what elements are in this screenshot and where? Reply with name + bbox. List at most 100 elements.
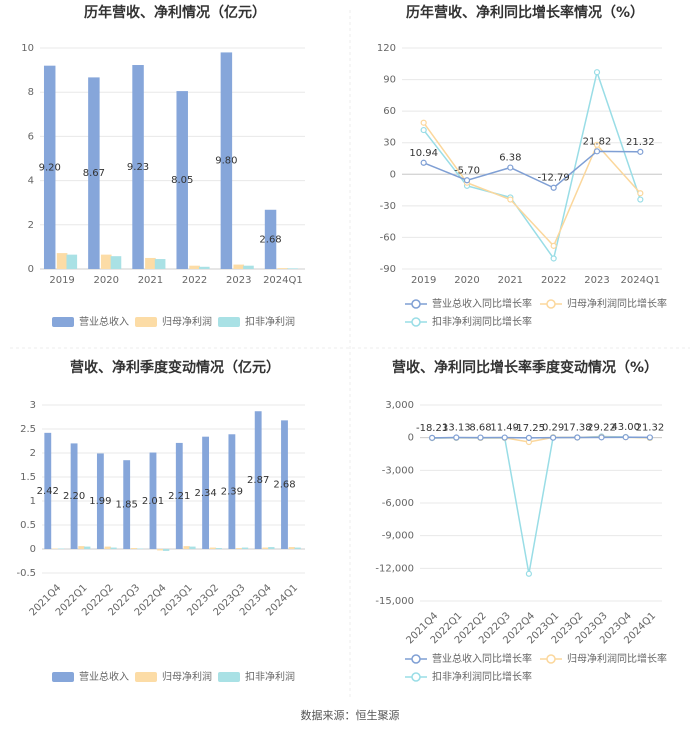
value-label: 17.38	[563, 422, 592, 433]
value-label: 21.82	[583, 136, 612, 147]
point	[525, 570, 532, 577]
bar	[183, 546, 190, 549]
bar	[281, 420, 288, 549]
y-tick-label: -15,000	[375, 596, 414, 607]
bar	[209, 547, 217, 549]
value-label: 8.05	[171, 175, 193, 186]
line	[432, 436, 650, 439]
point	[507, 164, 514, 171]
y-tick-label: 2.5	[20, 424, 36, 435]
y-tick-label: 0.5	[20, 520, 36, 531]
value-label: 2.87	[247, 475, 269, 486]
legend-swatch	[546, 299, 556, 309]
bar	[277, 268, 289, 269]
x-tick-label: 2022	[541, 275, 566, 286]
point	[637, 196, 644, 203]
bar	[199, 266, 210, 269]
bar	[96, 453, 104, 549]
value-label: 2.01	[142, 496, 164, 507]
value-label: 2.42	[37, 486, 59, 497]
legend-label: 扣非净利润	[245, 315, 295, 328]
value-label: 2.68	[273, 480, 295, 491]
legend-label: 营业总收入	[79, 670, 129, 683]
point	[453, 434, 460, 441]
legend-swatch	[135, 672, 157, 682]
bar	[268, 547, 275, 549]
bar	[189, 265, 200, 269]
legend-swatch	[411, 317, 421, 327]
x-tick-label: 2021	[498, 275, 523, 286]
x-tick-label: 2021	[138, 275, 163, 286]
bar	[264, 209, 277, 269]
point	[574, 434, 581, 441]
chart: 营收、净利同比增长率季度变动情况（%） -15,000 -12,000 -9,000 -…	[375, 359, 667, 683]
bar	[176, 91, 188, 269]
bar	[236, 548, 243, 549]
y-tick-label: 0	[408, 433, 414, 444]
y-tick-label: -6,000	[382, 498, 414, 509]
bar	[84, 546, 91, 549]
y-tick-label: 10	[21, 43, 34, 54]
y-tick-label: 0	[30, 544, 36, 555]
source: 数据来源：恒生聚源	[301, 708, 400, 722]
x-tick-label: 2020	[454, 275, 479, 286]
legend-label: 营业总收入同比增长率	[432, 297, 532, 310]
bar	[254, 411, 262, 549]
x-tick-label: 2023	[226, 275, 251, 286]
y-tick-label: -3,000	[382, 465, 414, 476]
bar	[130, 548, 138, 549]
y-tick-label: 1.5	[20, 472, 36, 483]
bar	[294, 547, 301, 549]
y-tick-label: 6	[28, 131, 34, 142]
bar	[202, 436, 210, 549]
legend-swatch	[218, 672, 240, 682]
bar	[145, 257, 156, 269]
value-label: 43.00	[611, 422, 640, 433]
point	[550, 255, 557, 262]
chart-title: 历年营收、净利情况（亿元）	[84, 4, 266, 21]
chart: 历年营收、净利情况（亿元） 0 2 4 6 8 10 2019 2020 2021 2022 2023…	[21, 4, 305, 328]
bar	[162, 549, 170, 551]
value-label: 6.38	[499, 153, 521, 164]
chart: 营收、净利季度变动情况（亿元）-0.500.511.522.532021Q420…	[16, 359, 305, 683]
point	[637, 190, 644, 197]
value-label: 29.22	[587, 422, 616, 433]
bar	[241, 547, 249, 549]
point	[593, 141, 601, 148]
point	[637, 148, 644, 155]
legend-label: 归母净利润同比增长率	[567, 297, 667, 310]
legend-swatch	[411, 299, 421, 309]
value-label: 8.67	[83, 168, 105, 179]
value-label: 9.20	[39, 162, 61, 173]
point	[428, 434, 436, 441]
value-label: -5.70	[454, 165, 480, 176]
value-label: 9.23	[127, 162, 149, 173]
bar	[175, 442, 183, 549]
bar	[215, 548, 222, 549]
legend-swatch	[218, 317, 240, 327]
legend-label: 归母净利润同比增长率	[567, 652, 667, 665]
point	[525, 434, 532, 441]
legend-swatch	[135, 317, 157, 327]
line	[432, 435, 650, 574]
legend-label: 扣非净利润	[245, 670, 295, 683]
bar	[78, 546, 85, 549]
y-tick-label: 8	[28, 87, 34, 98]
y-tick-label: 2	[28, 220, 34, 231]
chart-title: 营收、净利季度变动情况（亿元）	[70, 359, 280, 376]
value-label: 8.68	[469, 423, 491, 434]
bar	[157, 549, 164, 551]
value-label: 21.32	[626, 137, 655, 148]
bar	[220, 52, 233, 269]
value-label: 9.80	[215, 156, 237, 167]
point	[550, 184, 557, 191]
legend-label: 归母净利润	[162, 315, 212, 328]
x-tick-label: 2019	[49, 275, 74, 286]
point	[593, 148, 601, 155]
bar	[100, 254, 112, 269]
bar	[44, 432, 52, 549]
y-tick-label: 120	[377, 43, 396, 54]
value-label: 11.49	[490, 423, 519, 434]
